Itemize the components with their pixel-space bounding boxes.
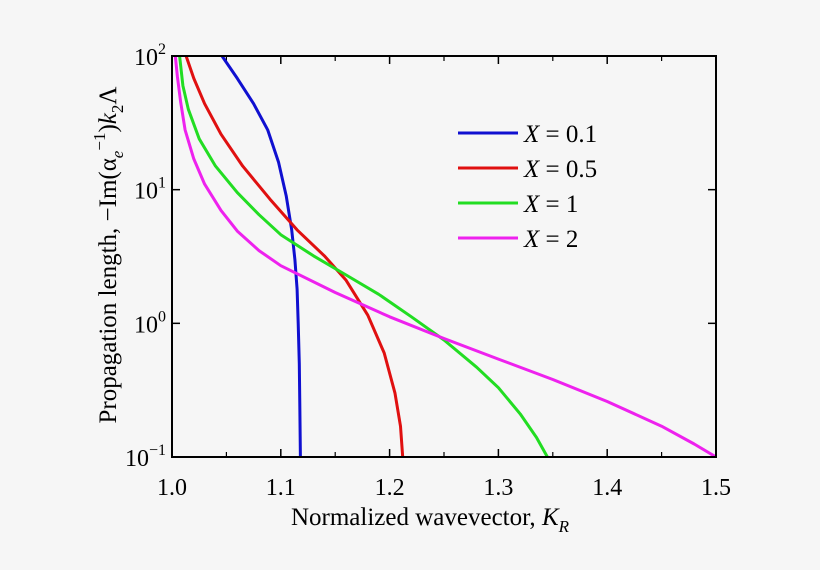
x-tick-label: 1.4 <box>592 475 622 501</box>
y-tick-label: 101 <box>134 175 166 205</box>
y-axis-title: Propagation length, −Im(αe−1)k2Λ <box>90 86 127 423</box>
x-tick-label: 1.5 <box>701 475 731 501</box>
legend-label: X = 0.1 <box>523 121 597 148</box>
x-tick-labels: 1.0 1.1 1.2 1.3 1.4 1.5 <box>157 475 731 501</box>
x-tick-label: 1.1 <box>266 475 296 501</box>
x-axis-title: Normalized wavevector, KR <box>291 504 570 536</box>
series-lines <box>173 56 716 457</box>
plot-frame <box>171 55 717 458</box>
legend-label: X = 2 <box>523 226 578 253</box>
series-line <box>184 56 405 457</box>
y-tick-label: 10−1 <box>125 442 166 472</box>
y-tick-labels: 10−1 100 101 102 <box>125 41 166 472</box>
x-tick-label: 1.0 <box>157 475 187 501</box>
ticks <box>171 55 717 458</box>
y-tick-label: 100 <box>134 308 166 338</box>
legend-label: X = 0.5 <box>523 156 597 183</box>
series-line <box>220 56 302 457</box>
legend-label: X = 1 <box>523 191 578 218</box>
legend: X = 0.1 X = 0.5 X = 1 X = 2 <box>458 121 597 253</box>
x-tick-label: 1.3 <box>483 475 513 501</box>
series-line <box>178 56 549 457</box>
svg-text:Propagation length, −Im(αe−1)k: Propagation length, −Im(αe−1)k2Λ <box>90 86 127 423</box>
x-tick-label: 1.2 <box>375 475 405 501</box>
series-line <box>173 56 716 457</box>
y-tick-label: 102 <box>134 41 166 71</box>
